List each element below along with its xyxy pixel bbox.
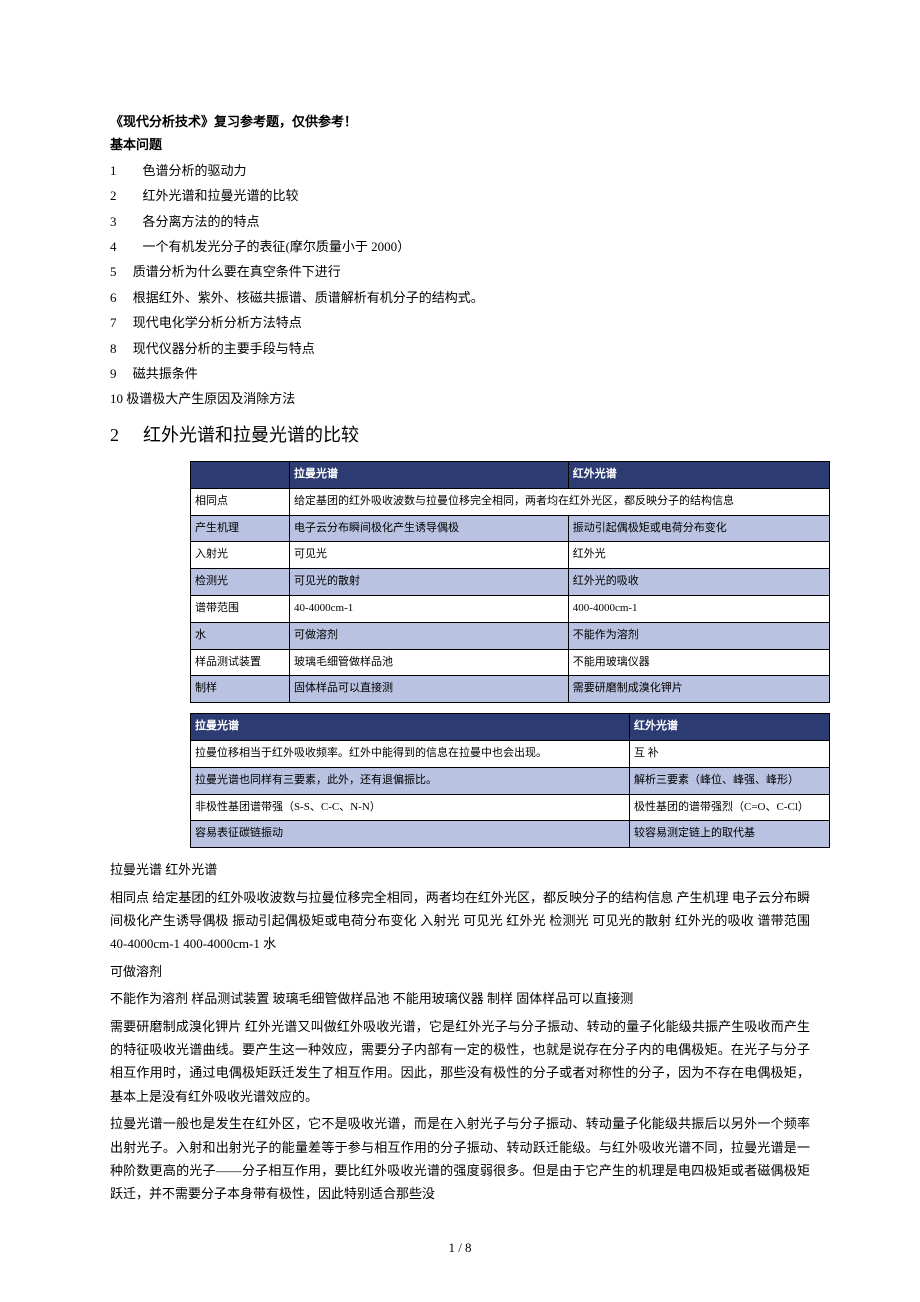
table-cell: 入射光 <box>191 542 290 569</box>
table-header-cell: 红外光谱 <box>568 462 829 489</box>
section-title: 红外光谱和拉曼光谱的比较 <box>143 425 359 445</box>
table-header-cell <box>191 462 290 489</box>
table-row: 拉曼位移相当于红外吸收频率。红外中能得到的信息在拉曼中也会出现。 互 补 <box>191 741 830 768</box>
table-cell: 不能用玻璃仪器 <box>568 649 829 676</box>
question-item: 5 质谱分析为什么要在真空条件下进行 <box>110 260 810 283</box>
paragraph: 不能作为溶剂 样品测试装置 玻璃毛细管做样品池 不能用玻璃仪器 制样 固体样品可… <box>110 987 810 1010</box>
section-number: 2 <box>110 419 119 451</box>
comparison-table-2: 拉曼光谱 红外光谱 拉曼位移相当于红外吸收频率。红外中能得到的信息在拉曼中也会出… <box>190 713 830 848</box>
table-cell: 给定基团的红外吸收波数与拉曼位移完全相同，两者均在红外光区，都反映分子的结构信息 <box>290 488 830 515</box>
table-cell: 振动引起偶极矩或电荷分布变化 <box>568 515 829 542</box>
table-cell: 非极性基团谱带强（S-S、C-C、N-N） <box>191 794 630 821</box>
paragraph: 需要研磨制成溴化钾片 红外光谱又叫做红外吸收光谱，它是红外光子与分子振动、转动的… <box>110 1015 810 1109</box>
table-cell: 产生机理 <box>191 515 290 542</box>
table-cell: 需要研磨制成溴化钾片 <box>568 676 829 703</box>
table-cell: 固体样品可以直接测 <box>290 676 569 703</box>
table-cell: 解析三要素（峰位、峰强、峰形） <box>630 767 830 794</box>
table-row: 检测光 可见光的散射 红外光的吸收 <box>191 569 830 596</box>
paragraph: 拉曼光谱 红外光谱 <box>110 858 810 881</box>
table-cell: 可见光 <box>290 542 569 569</box>
table-cell: 拉曼光谱也同样有三要素，此外，还有退偏振比。 <box>191 767 630 794</box>
table-cell: 400-4000cm-1 <box>568 596 829 623</box>
question-item: 8 现代仪器分析的主要手段与特点 <box>110 337 810 360</box>
table-row: 制样 固体样品可以直接测 需要研磨制成溴化钾片 <box>191 676 830 703</box>
paragraph: 可做溶剂 <box>110 960 810 983</box>
table-row: 样品测试装置 玻璃毛细管做样品池 不能用玻璃仪器 <box>191 649 830 676</box>
comparison-table-1: 拉曼光谱 红外光谱 相同点 给定基团的红外吸收波数与拉曼位移完全相同，两者均在红… <box>190 461 830 703</box>
question-item: 10 极谱极大产生原因及消除方法 <box>110 387 810 410</box>
table-header-row: 拉曼光谱 红外光谱 <box>191 714 830 741</box>
table-header-row: 拉曼光谱 红外光谱 <box>191 462 830 489</box>
table-cell: 红外光的吸收 <box>568 569 829 596</box>
table-cell: 水 <box>191 622 290 649</box>
table-cell: 容易表征碳链振动 <box>191 821 630 848</box>
table-cell: 玻璃毛细管做样品池 <box>290 649 569 676</box>
table-row: 容易表征碳链振动 较容易测定链上的取代基 <box>191 821 830 848</box>
question-item: 7 现代电化学分析分析方法特点 <box>110 311 810 334</box>
question-item: 2 红外光谱和拉曼光谱的比较 <box>110 184 810 207</box>
section-heading: 2 红外光谱和拉曼光谱的比较 <box>110 419 810 451</box>
table-cell: 互 补 <box>630 741 830 768</box>
table-row: 入射光 可见光 红外光 <box>191 542 830 569</box>
question-item: 4 一个有机发光分子的表征(摩尔质量小于 2000） <box>110 235 810 258</box>
table-row: 非极性基团谱带强（S-S、C-C、N-N） 极性基团的谱带强烈（C=O、C-Cl… <box>191 794 830 821</box>
page-footer: 1 / 8 <box>110 1236 810 1259</box>
table-row: 产生机理 电子云分布瞬间极化产生诱导偶极 振动引起偶极矩或电荷分布变化 <box>191 515 830 542</box>
question-item: 3 各分离方法的的特点 <box>110 210 810 233</box>
table-cell: 可做溶剂 <box>290 622 569 649</box>
table-header-cell: 拉曼光谱 <box>191 714 630 741</box>
document-title: 《现代分析技术》复习参考题，仅供参考！ <box>110 110 810 133</box>
question-item: 6 根据红外、紫外、核磁共振谱、质谱解析有机分子的结构式。 <box>110 286 810 309</box>
paragraph: 拉曼光谱一般也是发生在红外区，它不是吸收光谱，而是在入射光子与分子振动、转动量子… <box>110 1112 810 1206</box>
table-row: 谱带范围 40-4000cm-1 400-4000cm-1 <box>191 596 830 623</box>
table-cell: 可见光的散射 <box>290 569 569 596</box>
table-cell: 40-4000cm-1 <box>290 596 569 623</box>
question-item: 9 磁共振条件 <box>110 362 810 385</box>
table-header-cell: 红外光谱 <box>630 714 830 741</box>
table-row: 水 可做溶剂 不能作为溶剂 <box>191 622 830 649</box>
table-cell: 电子云分布瞬间极化产生诱导偶极 <box>290 515 569 542</box>
table-row: 拉曼光谱也同样有三要素，此外，还有退偏振比。 解析三要素（峰位、峰强、峰形） <box>191 767 830 794</box>
table-cell: 样品测试装置 <box>191 649 290 676</box>
table-cell: 不能作为溶剂 <box>568 622 829 649</box>
paragraph: 相同点 给定基团的红外吸收波数与拉曼位移完全相同，两者均在红外光区，都反映分子的… <box>110 886 810 956</box>
document-subtitle: 基本问题 <box>110 133 810 156</box>
question-item: 1 色谱分析的驱动力 <box>110 159 810 182</box>
table-cell: 检测光 <box>191 569 290 596</box>
table-cell: 相同点 <box>191 488 290 515</box>
table-cell: 较容易测定链上的取代基 <box>630 821 830 848</box>
table-header-cell: 拉曼光谱 <box>290 462 569 489</box>
table-cell: 谱带范围 <box>191 596 290 623</box>
table-cell: 制样 <box>191 676 290 703</box>
table-cell: 极性基团的谱带强烈（C=O、C-Cl） <box>630 794 830 821</box>
table-cell: 拉曼位移相当于红外吸收频率。红外中能得到的信息在拉曼中也会出现。 <box>191 741 630 768</box>
table-cell: 红外光 <box>568 542 829 569</box>
table-row: 相同点 给定基团的红外吸收波数与拉曼位移完全相同，两者均在红外光区，都反映分子的… <box>191 488 830 515</box>
